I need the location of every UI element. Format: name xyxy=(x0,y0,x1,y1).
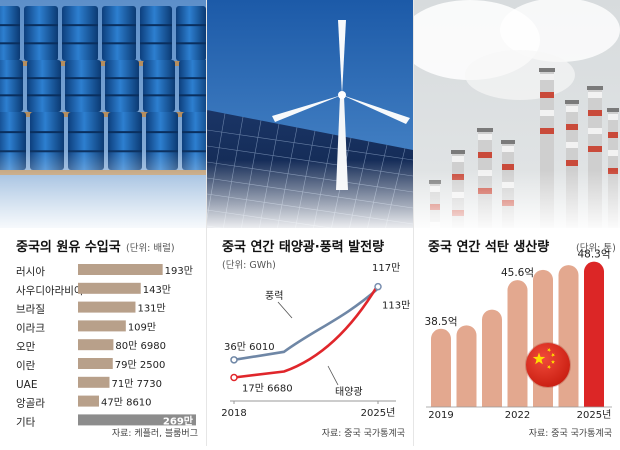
chart-source: 자료: 중국 국가통계국 xyxy=(322,427,405,439)
x-tick-label: 2025년 xyxy=(577,409,612,421)
bar xyxy=(78,282,141,294)
bar xyxy=(78,376,110,388)
x-tick-label: 2025년 xyxy=(361,407,396,419)
category-label: 브라질 xyxy=(16,304,45,316)
star-icon xyxy=(532,352,546,365)
leader-line xyxy=(327,365,339,386)
chart-source: 자료: 중국 국가통계국 xyxy=(529,427,612,439)
bar xyxy=(78,320,126,332)
bar xyxy=(78,301,136,313)
bar xyxy=(456,325,477,407)
chart-unit: (단위: 톤) xyxy=(576,242,616,254)
oil-barrel xyxy=(105,60,139,112)
oil-barrel xyxy=(65,60,101,112)
chart-title: 중국 연간 태양광·풍력 발전량 xyxy=(222,239,384,255)
category-label: UAE xyxy=(16,379,38,391)
oil-barrel xyxy=(143,60,175,112)
oil-barrel-photo xyxy=(0,0,206,446)
star-icon xyxy=(547,364,552,370)
value-label: 47만 8610 xyxy=(101,397,152,409)
bar xyxy=(482,309,502,407)
solar-wind-chart: 중국 연간 태양광·풍력 발전량 (단위: GWh) 2018 2025년 36만 … xyxy=(221,239,410,439)
panel-divider xyxy=(413,0,414,446)
coal-production-chart: 중국 연간 석탄 생산량 (단위: 톤) 38.5억 2019 45.6억 2022 4… xyxy=(424,239,615,439)
star-icon xyxy=(550,353,555,358)
star-icon xyxy=(550,359,556,364)
data-label: 17만 6680 xyxy=(242,383,293,395)
chart-unit: (단위: GWh) xyxy=(222,259,276,271)
category-label: 기타 xyxy=(16,416,36,428)
category-label: 오만 xyxy=(16,341,36,353)
bar xyxy=(78,358,113,369)
category-label: 이란 xyxy=(16,360,36,372)
data-label: 36만 6010 xyxy=(224,341,275,353)
value-label: 80만 6980 xyxy=(115,340,166,352)
value-label: 48.3억 xyxy=(577,249,610,261)
series-label: 풍력 xyxy=(265,290,283,302)
star-icon xyxy=(547,347,552,353)
oil-barrel xyxy=(102,6,136,61)
series-label: 태양광 xyxy=(335,386,363,398)
chart-source: 자료: 케플러, 블룸버그 xyxy=(112,428,198,439)
oil-barrel xyxy=(140,6,172,61)
chart-unit: (단위: 배럴) xyxy=(126,242,175,254)
value-label: 45.6억 xyxy=(501,267,534,279)
value-label: 193만 xyxy=(165,265,193,277)
panel-divider xyxy=(206,0,207,446)
data-label: 117만 xyxy=(372,262,400,274)
bar xyxy=(78,395,99,407)
wind-solar-photo xyxy=(207,0,413,446)
value-label: 79만 2500 xyxy=(115,359,166,371)
value-label: 38.5억 xyxy=(424,316,457,328)
data-point xyxy=(230,356,238,364)
category-label: 러시아 xyxy=(16,266,45,278)
chart-title: 중국 연간 석탄 생산량 xyxy=(428,239,549,255)
bar xyxy=(584,261,604,407)
oil-barrel xyxy=(179,60,206,112)
category-label: 이라크 xyxy=(16,322,45,334)
value-label: 131만 xyxy=(137,303,165,315)
value-label: 143만 xyxy=(143,284,171,296)
china-flag-icon xyxy=(525,342,571,388)
oil-barrel xyxy=(24,6,58,61)
bar xyxy=(78,339,114,351)
leader-line xyxy=(277,301,293,319)
oil-barrel xyxy=(0,60,23,112)
bar xyxy=(78,414,196,426)
category-label: 사우디아라비아 xyxy=(16,285,84,297)
value-label: 71만 7730 xyxy=(111,378,162,390)
data-point xyxy=(374,282,382,291)
value-label: 109만 xyxy=(128,321,156,333)
category-label: 앙골라 xyxy=(16,398,45,410)
bar xyxy=(558,265,579,407)
x-tick-label: 2022 xyxy=(505,410,530,421)
oil-barrel xyxy=(27,60,61,112)
value-label: 269만 xyxy=(163,414,194,427)
oil-barrel xyxy=(176,6,206,61)
x-tick-label: 2019 xyxy=(428,410,453,421)
series-line-wind xyxy=(233,287,379,362)
x-tick-label: 2018 xyxy=(221,408,246,419)
bar xyxy=(507,280,528,407)
chart-title: 중국의 원유 수입국 xyxy=(16,239,121,255)
series-line-solar xyxy=(233,284,380,379)
oil-barrel xyxy=(62,6,98,61)
data-point xyxy=(230,373,238,382)
bar xyxy=(431,328,451,407)
oil-barrel xyxy=(0,6,20,61)
data-label: 113만 xyxy=(382,300,410,312)
bar xyxy=(78,264,163,275)
